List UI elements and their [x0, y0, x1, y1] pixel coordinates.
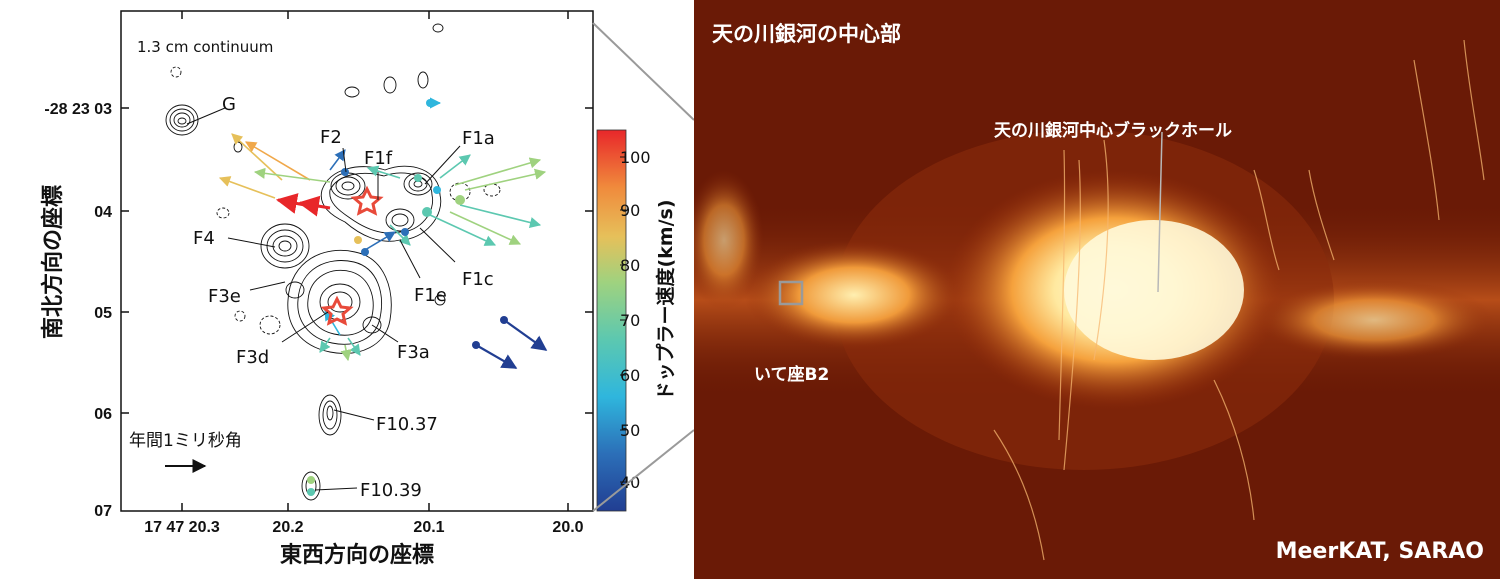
y-tick-2: 05	[94, 305, 112, 322]
sgr-b2-box	[778, 280, 804, 306]
source-label-F10.39: F10.39	[360, 480, 422, 501]
maser-spots	[307, 99, 508, 496]
sgr-b2-label: いて座B2	[754, 364, 829, 385]
image-credit: MeerKAT, SARAO	[1276, 539, 1484, 564]
continuum-map-figure: 1.3 cm continuum	[40, 10, 695, 568]
contour-G	[165, 104, 199, 136]
image-title: 天の川銀河の中心部	[712, 22, 901, 46]
proper-motion-arrows	[218, 97, 548, 369]
x-tick-2: 20.1	[413, 519, 444, 536]
source-label-F1e: F1e	[414, 285, 447, 306]
colorbar-title: ドップラー速度(km/s)	[654, 199, 677, 400]
contour-F10.37	[318, 394, 342, 436]
source-label-G: G	[222, 94, 236, 115]
filaments	[993, 39, 1485, 561]
y-tick-3: 06	[94, 406, 112, 423]
source-label-F3a: F3a	[397, 342, 430, 363]
black-hole-pointer	[1157, 131, 1163, 293]
colorbar-tick-5: 50	[620, 421, 640, 440]
sgr-b2-region	[744, 240, 964, 350]
galactic-center-image-panel: 天の川銀河の中心部 天の川銀河中心ブラックホール いて座B2 MeerKAT, …	[694, 0, 1500, 579]
source-label-F2: F2	[320, 127, 342, 148]
colorbar-tick-0: 100	[620, 148, 651, 167]
y-tick-4: 07	[94, 503, 112, 520]
source-label-F1c: F1c	[462, 269, 494, 290]
source-label-F1f: F1f	[364, 148, 393, 169]
scale-label: 年間1ミリ秒角	[129, 431, 242, 451]
source-label-F1a: F1a	[462, 128, 495, 149]
star-F1f	[350, 185, 384, 216]
x-tick-1: 20.2	[272, 519, 303, 536]
zoom-connector-lines	[592, 22, 695, 512]
y-tick-1: 04	[94, 204, 112, 221]
colorbar-tick-3: 70	[620, 311, 640, 330]
colorbar-tick-4: 60	[620, 366, 640, 385]
y-axis-title: 南北方向の座標	[40, 185, 66, 339]
x-tick-0: 17 47 20.3	[144, 519, 220, 536]
source-leader-lines	[186, 107, 461, 491]
x-tick-3: 20.0	[552, 519, 583, 536]
contour-F4	[260, 223, 310, 269]
colorbar-tick-1: 90	[620, 201, 640, 220]
tick-marks	[121, 11, 593, 511]
star-markers	[320, 185, 384, 326]
y-tick-0: -28 23 03	[44, 101, 112, 118]
colorbar-tick-2: 80	[620, 256, 640, 275]
black-hole-label: 天の川銀河中心ブラックホール	[994, 120, 1232, 141]
continuum-map-panel: 1.3 cm continuum	[0, 0, 695, 579]
x-axis-title: 東西方向の座標	[280, 542, 434, 568]
galactic-center-image: 天の川銀河の中心部 天の川銀河中心ブラックホール いて座B2 MeerKAT, …	[694, 0, 1500, 579]
continuum-label: 1.3 cm continuum	[137, 38, 273, 56]
star-F3d	[320, 295, 354, 326]
source-label-F10.37: F10.37	[376, 414, 438, 435]
plot-frame	[120, 10, 594, 512]
contour-F3-complex	[285, 249, 392, 354]
source-label-F3e: F3e	[208, 286, 241, 307]
colorbar-ticks	[620, 156, 626, 483]
source-label-F3d: F3d	[236, 347, 269, 368]
source-label-F4: F4	[193, 228, 215, 249]
